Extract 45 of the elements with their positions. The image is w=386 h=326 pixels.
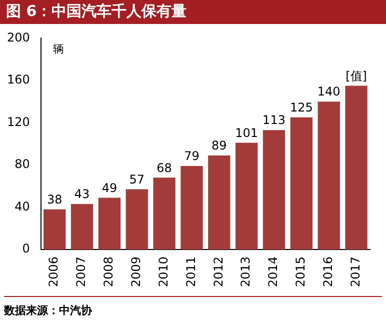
data-label: 89	[212, 138, 227, 153]
bar	[345, 86, 368, 250]
bar	[318, 102, 340, 250]
data-label: 49	[102, 180, 118, 195]
bar	[236, 142, 258, 250]
y-tick-label: 160	[7, 72, 30, 87]
bar	[153, 178, 176, 250]
bar	[44, 209, 66, 250]
x-tick-label: 2010	[156, 256, 170, 288]
bar	[262, 130, 286, 250]
bar	[208, 155, 230, 250]
x-tick-label: 2009	[129, 256, 144, 288]
data-label: 38	[46, 192, 62, 206]
data-label: 43	[74, 187, 90, 202]
x-tick-label: 2015	[294, 256, 308, 288]
data-label: 125	[290, 100, 313, 115]
bar	[98, 198, 121, 250]
bar	[126, 189, 148, 250]
y-tick-label: 80	[14, 157, 30, 172]
y-tick-label: 200	[7, 30, 30, 44]
data-label: 140	[317, 84, 340, 99]
x-tick-label: 2017	[348, 256, 362, 288]
bar	[180, 166, 203, 250]
x-tick-label: 2011	[184, 256, 198, 288]
x-tick-label: 2016	[320, 256, 335, 288]
data-label: [值]	[346, 68, 367, 83]
x-tick-label: 2013	[238, 256, 253, 288]
chart-title: 图 6：中国汽车千人保有量	[0, 0, 386, 24]
source-note: 数据来源：中汽协	[4, 303, 93, 318]
annotation: 辆	[52, 42, 64, 56]
x-tick-label: 2012	[211, 256, 226, 288]
y-tick-label: 120	[7, 114, 30, 129]
x-tick-label: 2008	[102, 256, 116, 288]
y-tick-label: 40	[14, 199, 30, 214]
y-tick-label: 0	[22, 242, 30, 256]
bar	[70, 204, 94, 250]
data-label: 101	[235, 126, 258, 140]
data-label: 57	[129, 172, 145, 186]
data-label: 113	[262, 113, 286, 128]
x-tick-label: 2007	[74, 256, 88, 288]
data-label: 79	[184, 149, 200, 164]
bar	[290, 117, 313, 250]
data-label: 68	[156, 160, 172, 175]
x-tick-label: 2006	[46, 256, 61, 288]
x-tick-label: 2014	[266, 256, 280, 288]
